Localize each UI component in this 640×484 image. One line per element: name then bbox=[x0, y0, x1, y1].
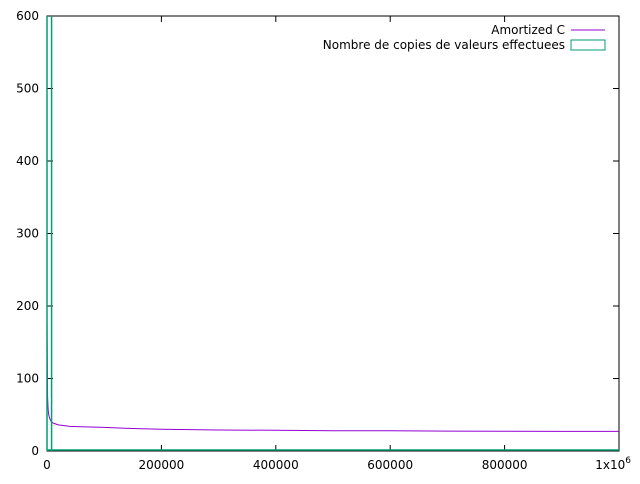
plot-frame bbox=[46, 15, 620, 452]
y-tick-label: 400 bbox=[16, 154, 39, 168]
amortized-cost-line bbox=[46, 320, 619, 432]
y-tick-label: 300 bbox=[16, 227, 39, 241]
x-tick-label: 1x106 bbox=[595, 456, 631, 472]
y-tick-label: 600 bbox=[16, 9, 39, 23]
y-tick-label: 0 bbox=[31, 444, 39, 458]
legend-label: Amortized C bbox=[491, 23, 565, 37]
x-tick-label: 200000 bbox=[138, 458, 184, 472]
x-tick-label: 600000 bbox=[367, 458, 413, 472]
x-tick-label: 800000 bbox=[482, 458, 528, 472]
y-tick-label: 500 bbox=[16, 82, 39, 96]
y-tick-label: 200 bbox=[16, 299, 39, 313]
x-tick-label: 400000 bbox=[253, 458, 299, 472]
legend-swatch-box bbox=[570, 39, 606, 51]
y-tick-label: 100 bbox=[16, 372, 39, 386]
legend-label: Nombre de copies de valeurs effectuees bbox=[323, 38, 565, 52]
x-tick-label: 0 bbox=[43, 458, 51, 472]
